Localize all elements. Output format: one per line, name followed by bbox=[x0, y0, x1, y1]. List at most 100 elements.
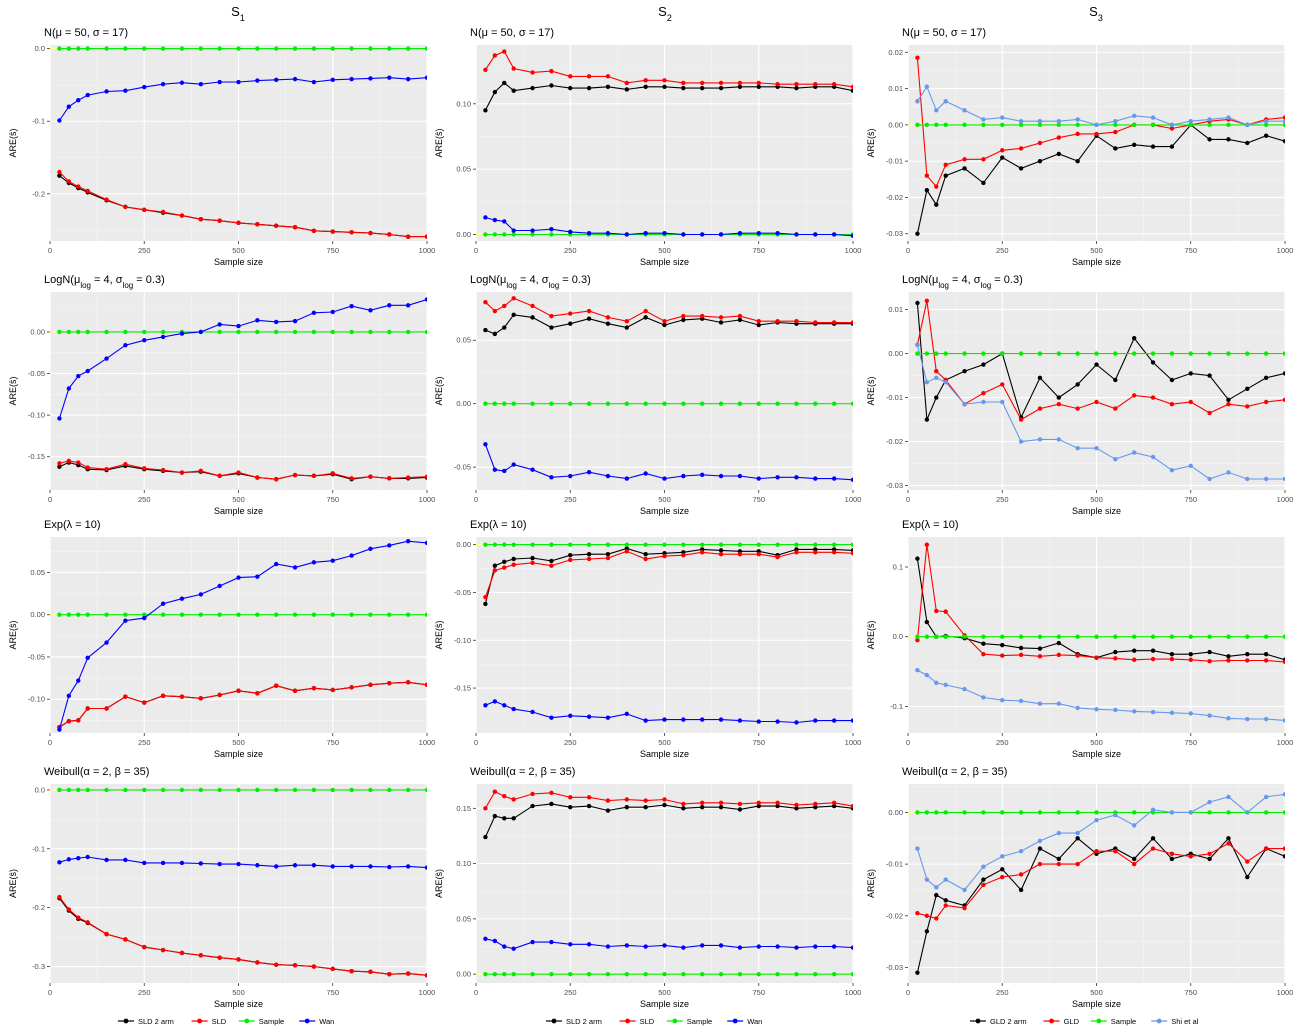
data-point bbox=[217, 787, 222, 793]
y-tick-label: 0.01 bbox=[888, 305, 903, 314]
series-line bbox=[484, 550, 853, 598]
x-tick-label: 750 bbox=[326, 495, 339, 504]
data-point bbox=[831, 232, 837, 237]
legend-item: Shi et al bbox=[1151, 1017, 1199, 1026]
data-point bbox=[794, 318, 799, 324]
data-point bbox=[775, 82, 780, 87]
data-point bbox=[274, 787, 279, 793]
data-point bbox=[756, 803, 761, 809]
y-tick-label: -0.15 bbox=[454, 684, 471, 693]
data-point bbox=[492, 467, 498, 472]
data-point bbox=[1113, 146, 1118, 151]
data-point bbox=[962, 905, 967, 911]
x-tick-label: 500 bbox=[1090, 495, 1103, 504]
data-point bbox=[934, 202, 939, 207]
data-point bbox=[198, 861, 203, 866]
x-axis-label: Sample size bbox=[640, 257, 689, 267]
data-point bbox=[624, 542, 629, 547]
data-point bbox=[1207, 476, 1212, 482]
data-point bbox=[292, 565, 298, 570]
data-point bbox=[831, 542, 837, 547]
y-axis-label: ARE(ŝ) bbox=[866, 376, 876, 405]
data-point bbox=[492, 542, 498, 547]
data-point bbox=[349, 230, 354, 235]
data-point bbox=[104, 706, 109, 711]
data-point bbox=[492, 971, 498, 977]
x-tick-label: 250 bbox=[564, 738, 577, 747]
data-point bbox=[511, 542, 516, 547]
legend-item: Wan bbox=[727, 1017, 762, 1026]
column-title: S3 bbox=[1089, 4, 1103, 23]
series-gld bbox=[915, 542, 1285, 665]
data-point bbox=[962, 369, 967, 374]
data-point bbox=[1207, 658, 1212, 664]
data-point bbox=[681, 971, 686, 977]
data-point bbox=[1207, 649, 1212, 655]
data-point bbox=[179, 787, 185, 793]
data-point bbox=[217, 79, 222, 85]
data-point bbox=[794, 945, 799, 950]
data-point bbox=[85, 655, 90, 661]
data-point bbox=[586, 942, 592, 947]
series-gld-2-arm bbox=[915, 122, 1285, 236]
data-point bbox=[179, 596, 185, 601]
data-point bbox=[924, 417, 930, 422]
data-point bbox=[85, 329, 90, 335]
series-wan bbox=[57, 297, 427, 421]
data-point bbox=[1132, 823, 1137, 828]
data-point bbox=[737, 313, 743, 319]
data-point bbox=[292, 472, 298, 478]
data-point bbox=[1207, 137, 1212, 142]
data-point bbox=[57, 118, 62, 123]
data-point bbox=[160, 46, 166, 51]
data-point bbox=[586, 470, 592, 475]
data-point bbox=[236, 575, 241, 580]
data-point bbox=[924, 634, 930, 639]
x-tick-label: 750 bbox=[752, 738, 765, 747]
data-point bbox=[104, 787, 109, 793]
panel-title: Weibull(α = 2, β = 35) bbox=[470, 766, 575, 778]
data-point bbox=[700, 971, 705, 977]
data-point bbox=[737, 552, 743, 557]
data-point bbox=[718, 315, 724, 320]
series-line bbox=[485, 216, 853, 237]
data-point bbox=[662, 401, 667, 406]
data-point bbox=[605, 473, 611, 479]
data-point bbox=[57, 860, 62, 865]
data-point bbox=[756, 542, 761, 547]
data-point bbox=[1263, 119, 1269, 124]
data-point bbox=[794, 475, 799, 480]
data-point bbox=[160, 467, 166, 473]
data-point bbox=[1113, 122, 1118, 128]
data-point bbox=[681, 552, 686, 558]
data-point bbox=[104, 89, 109, 94]
data-point bbox=[292, 329, 298, 335]
data-point bbox=[1075, 634, 1080, 639]
data-point bbox=[924, 380, 930, 385]
series-line bbox=[917, 842, 1285, 920]
data-point bbox=[502, 703, 507, 708]
data-point bbox=[492, 563, 498, 568]
data-point bbox=[643, 230, 648, 236]
data-point bbox=[549, 325, 554, 330]
data-point bbox=[718, 80, 724, 86]
y-tick-label: -0.05 bbox=[454, 588, 471, 597]
data-point bbox=[568, 401, 573, 406]
data-point bbox=[492, 789, 498, 794]
data-point bbox=[330, 687, 335, 693]
data-point bbox=[915, 668, 920, 673]
data-point bbox=[368, 329, 373, 335]
series-sld bbox=[483, 49, 853, 90]
data-point bbox=[492, 89, 498, 95]
data-point bbox=[511, 562, 516, 567]
data-point bbox=[624, 87, 629, 92]
data-point bbox=[142, 338, 147, 343]
data-point bbox=[1000, 810, 1005, 815]
x-tick-label: 1000 bbox=[1277, 738, 1294, 747]
y-tick-label: -0.10 bbox=[454, 636, 471, 645]
data-point bbox=[1056, 652, 1062, 658]
data-point bbox=[681, 542, 686, 547]
data-point bbox=[104, 356, 109, 361]
data-point bbox=[737, 807, 743, 812]
x-tick-label: 500 bbox=[1090, 988, 1103, 997]
